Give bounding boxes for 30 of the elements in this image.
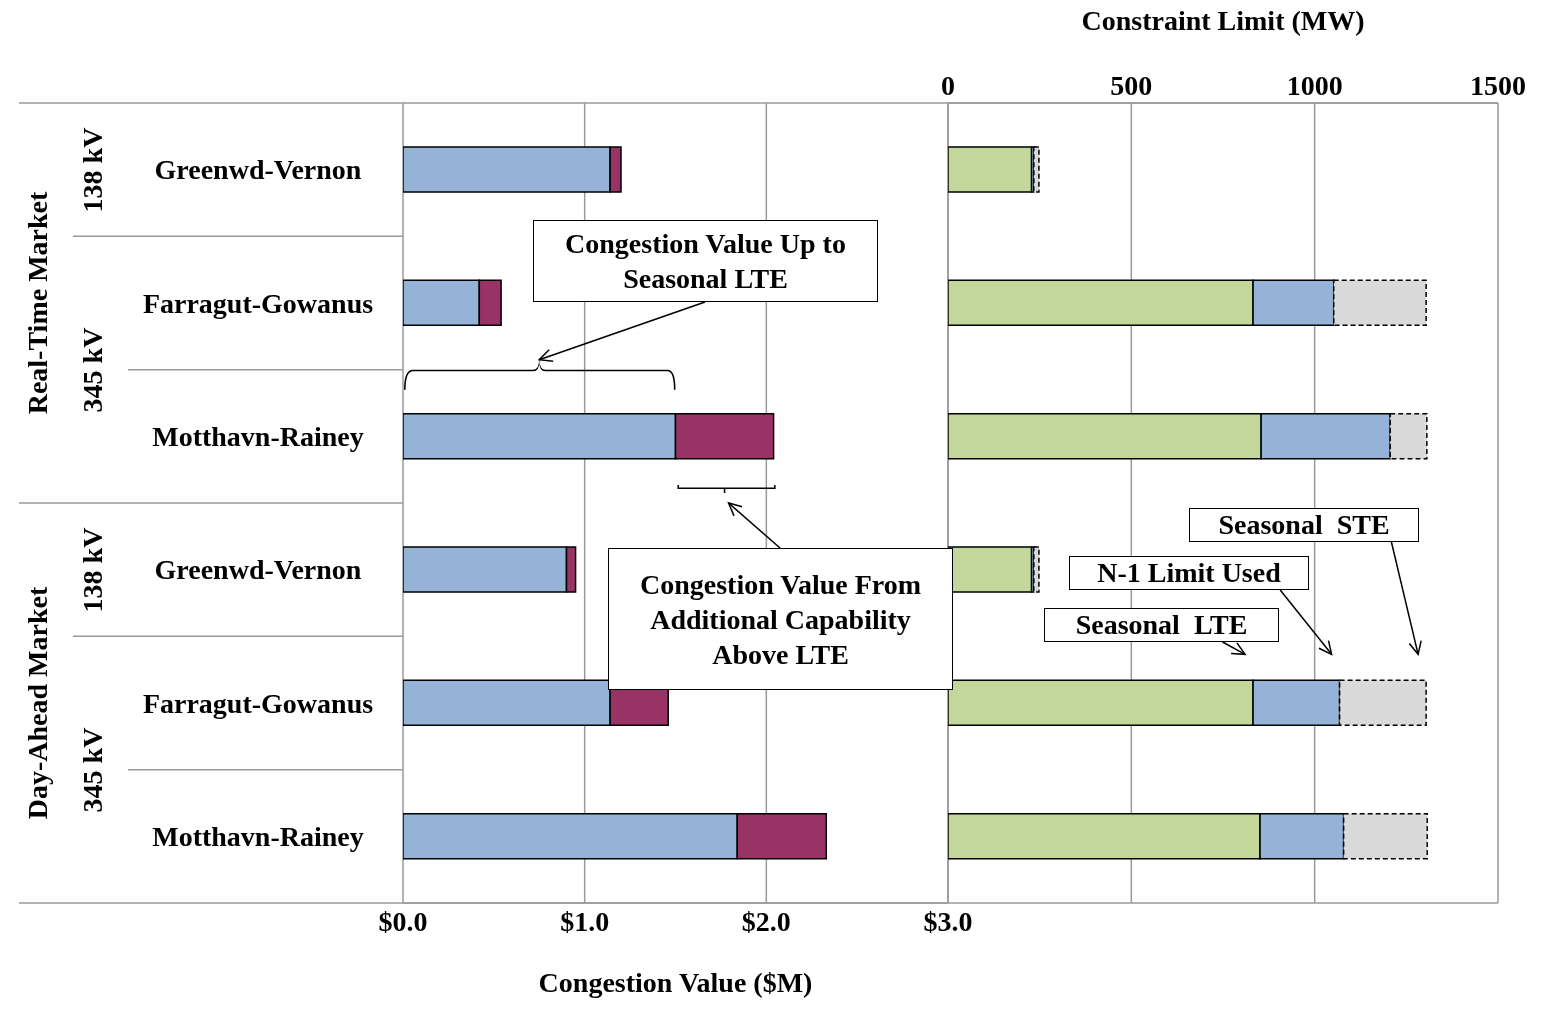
bar [1033, 546, 1040, 593]
x-tick-label: $2.0 [741, 905, 791, 937]
legend-label: Seasonal LTE [1044, 608, 1279, 642]
y-tick-label: Greenwd-Vernon [154, 154, 362, 186]
y-tick-label: Farragut-Gowanus [142, 287, 374, 319]
series-label: Congestion Value Up to Seasonal LTE [533, 220, 878, 302]
text: 138 kV [77, 127, 109, 213]
text: Day-Ahead Market [22, 586, 54, 820]
x-tick-label: $0.0 [378, 905, 428, 937]
x2-tick-label: 0 [941, 70, 955, 101]
legend-label: Congestion Value From Additional Capability Above LTE [608, 548, 953, 690]
x-tick-label: $1.0 [560, 905, 610, 937]
text: 138 kV [77, 527, 109, 613]
y-tick-label: Farragut-Gowanus [142, 687, 374, 719]
x-tick-label: $3.0 [923, 905, 973, 937]
x-axis-title: Congestion Value ($M) [538, 967, 813, 998]
text: 345 kV [77, 327, 109, 413]
text: 345 kV [77, 727, 109, 813]
x2-tick-label: 500 [1110, 70, 1153, 101]
y-tick-label: Motthavn-Rainey [152, 820, 364, 852]
x2-tick-label: 1500 [1470, 70, 1526, 101]
bar [1033, 146, 1040, 193]
x2-axis-title: Constraint Limit (MW) [1081, 4, 1365, 36]
bar [948, 146, 1033, 193]
y-tick-label: Motthavn-Rainey [152, 420, 364, 452]
text: Real-Time Market [22, 191, 54, 415]
x2-tick-label: 1000 [1286, 70, 1343, 101]
y-tick-label: Greenwd-Vernon [154, 554, 362, 586]
text: N-1 Limit Used [1069, 556, 1309, 590]
series-label: Seasonal STE [1189, 508, 1419, 542]
